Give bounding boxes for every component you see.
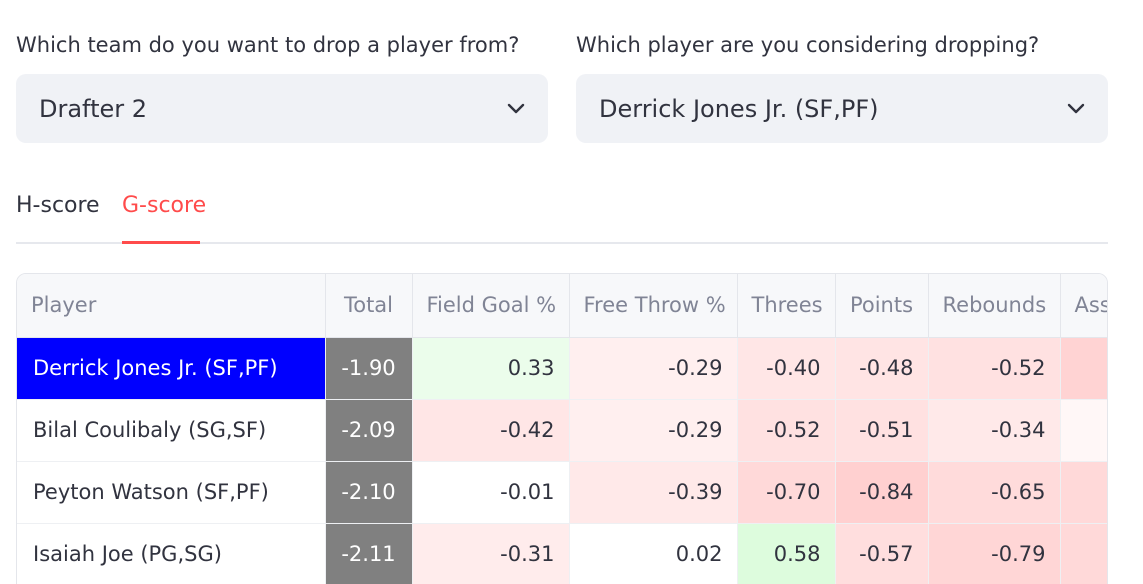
score-cell: -0.31 [412,523,570,584]
table-row[interactable]: Derrick Jones Jr. (SF,PF) -1.90 0.33 -0.… [17,337,1107,400]
column-header-points[interactable]: Points [835,274,929,338]
player-cell[interactable]: Peyton Watson (SF,PF) [17,461,326,524]
score-cell: -0.34 [928,399,1061,462]
score-cell: -0.29 [569,399,738,462]
score-cell: -0.84 [835,461,929,524]
column-header-threes[interactable]: Threes [737,274,836,338]
column-header-rebounds[interactable]: Rebounds [928,274,1061,338]
column-header-field-goal-pct[interactable]: Field Goal % [412,274,570,338]
column-header-total[interactable]: Total [325,274,413,338]
score-cell: -0.65 [928,461,1061,524]
score-cell: -0.40 [737,337,836,400]
chevron-down-icon [1066,99,1086,119]
table-row[interactable]: Isaiah Joe (PG,SG) -2.11 -0.31 0.02 0.58… [17,523,1107,584]
score-cell: -0 [1060,523,1107,584]
score-cell: -0 [1060,399,1107,462]
score-cell: -0.70 [737,461,836,524]
score-cell: -0.52 [737,399,836,462]
player-cell[interactable]: Derrick Jones Jr. (SF,PF) [17,337,326,400]
column-header-free-throw-pct[interactable]: Free Throw % [569,274,738,338]
score-cell: -0.48 [835,337,929,400]
score-cell: -0.79 [928,523,1061,584]
total-cell: -2.11 [325,523,413,584]
team-select-value: Drafter 2 [39,94,148,123]
g-score-table[interactable]: Player Total Field Goal % Free Throw % T… [16,273,1108,584]
table-row[interactable]: Peyton Watson (SF,PF) -2.10 -0.01 -0.39 … [17,461,1107,524]
column-header-player[interactable]: Player [17,274,326,338]
score-cell: 0.58 [737,523,836,584]
score-cell: -0 [1060,461,1107,524]
score-cell: -0.01 [412,461,570,524]
player-select[interactable]: Derrick Jones Jr. (SF,PF) [576,74,1108,143]
player-cell[interactable]: Bilal Coulibaly (SG,SF) [17,399,326,462]
tabs-divider [16,242,1108,244]
score-cell: 0.33 [412,337,570,400]
score-cell: -0.29 [569,337,738,400]
table-header-row: Player Total Field Goal % Free Throw % T… [17,274,1107,338]
total-cell: -1.90 [325,337,413,400]
score-cell: -0.42 [412,399,570,462]
score-cell: -0 [1060,337,1107,400]
player-select-label: Which player are you considering droppin… [576,33,1040,57]
score-cell: -0.57 [835,523,929,584]
team-select[interactable]: Drafter 2 [16,74,548,143]
table-row[interactable]: Bilal Coulibaly (SG,SF) -2.09 -0.42 -0.2… [17,399,1107,462]
total-cell: -2.10 [325,461,413,524]
score-tabs: H-score G-score [16,190,1108,244]
player-cell[interactable]: Isaiah Joe (PG,SG) [17,523,326,584]
tab-g-score[interactable]: G-score [122,193,207,218]
chevron-down-icon [506,99,526,119]
team-select-label: Which team do you want to drop a player … [16,33,520,57]
player-select-value: Derrick Jones Jr. (SF,PF) [599,94,879,123]
tab-h-score[interactable]: H-score [16,193,100,218]
total-cell: -2.09 [325,399,413,462]
score-cell: -0.51 [835,399,929,462]
score-cell: -0.52 [928,337,1061,400]
score-cell: 0.02 [569,523,738,584]
column-header-assists[interactable]: Assists [1060,274,1107,338]
score-cell: -0.39 [569,461,738,524]
active-tab-indicator [122,241,200,244]
